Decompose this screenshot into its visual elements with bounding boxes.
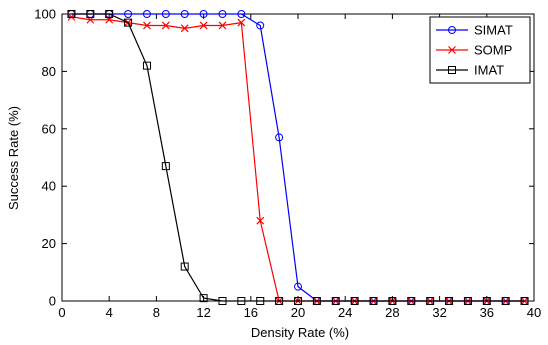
x-tick-label: 12 bbox=[196, 305, 210, 320]
data-point-imat bbox=[331, 297, 340, 305]
x-tick-label: 24 bbox=[338, 305, 352, 320]
data-point-imat bbox=[407, 297, 416, 305]
data-point-somp bbox=[180, 24, 189, 33]
y-tick-label: 20 bbox=[42, 236, 56, 251]
data-point-imat bbox=[105, 10, 114, 18]
data-point-imat bbox=[124, 18, 133, 27]
x-tick-label: 28 bbox=[385, 305, 399, 320]
data-point-imat bbox=[67, 10, 76, 18]
data-point-simat bbox=[161, 10, 170, 18]
x-axis-title: Density Rate (%) bbox=[251, 325, 349, 340]
data-point-somp bbox=[161, 21, 170, 30]
x-tick-label: 16 bbox=[244, 305, 258, 320]
data-point-imat bbox=[161, 162, 170, 171]
data-point-imat bbox=[237, 297, 246, 305]
data-point-imat bbox=[463, 297, 472, 305]
y-axis-title: Success Rate (%) bbox=[6, 106, 21, 210]
data-point-imat bbox=[369, 297, 378, 305]
x-tick-label: 8 bbox=[153, 305, 160, 320]
data-point-imat bbox=[199, 294, 208, 303]
data-point-somp bbox=[237, 18, 246, 27]
data-point-imat bbox=[445, 297, 454, 305]
y-tick-label: 60 bbox=[42, 121, 56, 136]
x-tick-label: 36 bbox=[480, 305, 494, 320]
y-tick-label: 100 bbox=[34, 7, 56, 22]
x-tick-label: 40 bbox=[527, 305, 541, 320]
legend-label-somp: SOMP bbox=[474, 43, 512, 58]
data-point-simat bbox=[142, 10, 151, 18]
data-point-simat bbox=[180, 10, 189, 18]
legend-marker-somp bbox=[448, 46, 456, 54]
data-point-imat bbox=[426, 297, 435, 305]
data-point-imat bbox=[275, 297, 284, 305]
data-point-imat bbox=[142, 61, 151, 70]
data-point-imat bbox=[388, 297, 397, 305]
series-imat bbox=[67, 10, 529, 305]
series-line-imat bbox=[71, 13, 525, 302]
x-tick-label: 32 bbox=[432, 305, 446, 320]
data-point-imat bbox=[520, 297, 529, 305]
legend-marker-imat bbox=[448, 66, 456, 74]
data-point-simat bbox=[294, 282, 302, 291]
x-tick-label: 0 bbox=[58, 305, 65, 320]
data-point-simat bbox=[218, 10, 227, 18]
data-point-simat bbox=[275, 133, 284, 142]
data-point-imat bbox=[482, 297, 491, 305]
data-point-somp bbox=[143, 21, 151, 30]
data-point-simat bbox=[124, 10, 133, 18]
y-tick-label: 40 bbox=[42, 179, 56, 194]
legend-marker-simat bbox=[448, 26, 456, 34]
legend: SIMAT SOMP IMAT bbox=[429, 16, 531, 84]
legend-label-imat: IMAT bbox=[474, 63, 504, 78]
data-point-imat bbox=[350, 297, 359, 305]
data-point-imat bbox=[86, 10, 95, 18]
data-point-imat bbox=[256, 297, 265, 305]
data-point-imat bbox=[294, 297, 302, 305]
data-point-somp bbox=[218, 21, 227, 30]
data-point-imat bbox=[180, 262, 189, 271]
x-tick-label: 20 bbox=[291, 305, 305, 320]
data-point-imat bbox=[501, 297, 510, 305]
x-tick-label: 4 bbox=[106, 305, 113, 320]
data-point-simat bbox=[237, 10, 246, 18]
data-point-simat bbox=[199, 10, 208, 18]
y-tick-label: 0 bbox=[49, 294, 56, 309]
data-point-imat bbox=[218, 297, 227, 305]
legend-label-simat: SIMAT bbox=[474, 23, 513, 38]
data-point-somp bbox=[256, 216, 265, 225]
data-point-simat bbox=[256, 21, 265, 30]
y-tick-label: 80 bbox=[42, 64, 56, 79]
data-point-imat bbox=[312, 297, 321, 305]
data-point-somp bbox=[199, 21, 208, 30]
